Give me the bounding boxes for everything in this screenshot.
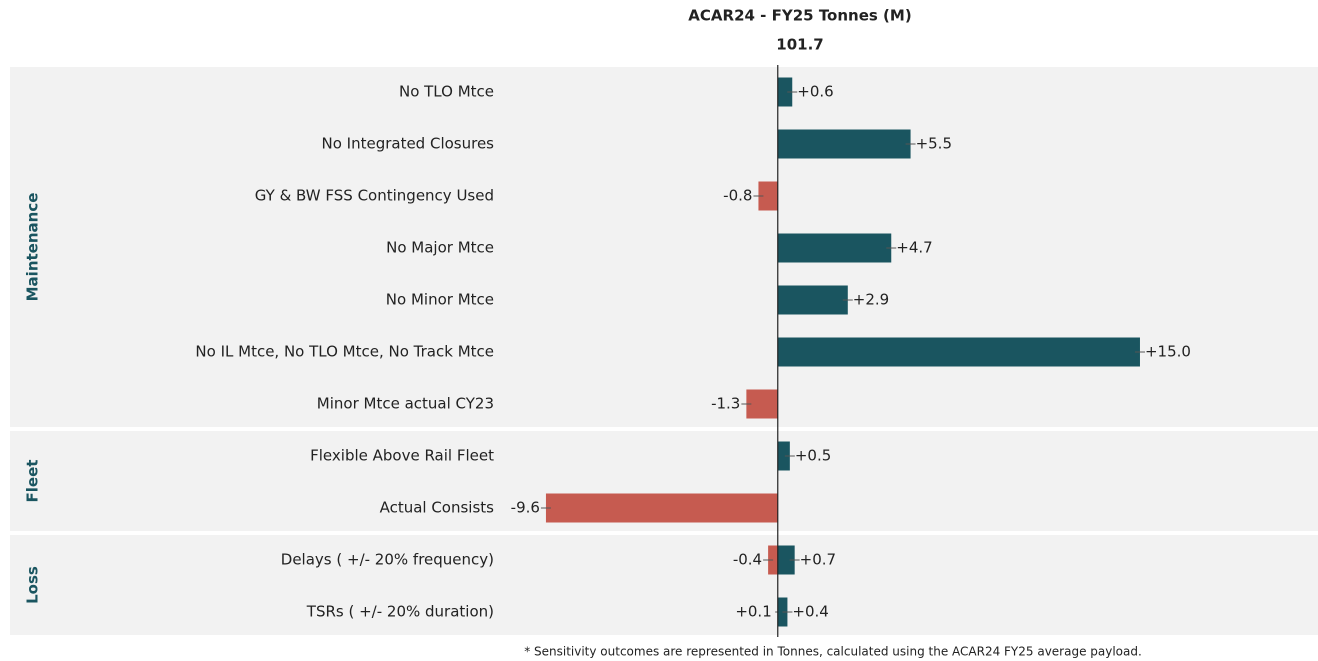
value-label: +5.5 [916, 135, 952, 153]
bands [10, 67, 1318, 635]
value-label: +4.7 [896, 239, 932, 257]
bar [777, 285, 848, 315]
value-label: +0.6 [797, 83, 833, 101]
group-band [10, 535, 1318, 635]
value-label: -9.6 [511, 499, 540, 517]
bar [746, 389, 778, 419]
row-label: No IL Mtce, No TLO Mtce, No Track Mtce [195, 343, 494, 361]
bar [777, 233, 892, 263]
baseline-label: 101.7 [776, 36, 823, 54]
row-label: No TLO Mtce [399, 83, 494, 101]
value-label: -1.3 [711, 395, 740, 413]
bar [758, 181, 778, 211]
row-label: Actual Consists [380, 499, 495, 517]
row-label: GY & BW FSS Contingency Used [255, 187, 494, 205]
bar [777, 129, 911, 159]
value-label: +0.1 [735, 603, 771, 621]
row-label: Minor Mtce actual CY23 [317, 395, 494, 413]
bar [777, 441, 790, 471]
bar [777, 77, 793, 107]
value-label: -0.4 [733, 551, 762, 569]
bars [540, 77, 1145, 627]
row-label: No Major Mtce [386, 239, 494, 257]
value-label: -0.8 [723, 187, 752, 205]
row-label: Flexible Above Rail Fleet [310, 447, 494, 465]
row-label: No Minor Mtce [386, 291, 494, 309]
group-label: Fleet [24, 460, 42, 503]
row-label: TSRs ( +/- 20% duration) [306, 603, 494, 621]
group-band [10, 67, 1318, 427]
bar [545, 493, 778, 523]
value-label: +15.0 [1145, 343, 1191, 361]
chart-title: ACAR24 - FY25 Tonnes (M) [688, 7, 911, 25]
value-label: +0.7 [800, 551, 836, 569]
value-label: +0.4 [792, 603, 828, 621]
row-label: No Integrated Closures [321, 135, 494, 153]
value-label: +0.5 [795, 447, 831, 465]
bar [777, 545, 795, 575]
group-label: Loss [24, 566, 42, 604]
value-label: +2.9 [853, 291, 889, 309]
footnote: * Sensitivity outcomes are represented i… [524, 645, 1142, 659]
row-label: Delays ( +/- 20% frequency) [281, 551, 494, 569]
bar [777, 337, 1140, 367]
group-label: Maintenance [24, 193, 42, 302]
